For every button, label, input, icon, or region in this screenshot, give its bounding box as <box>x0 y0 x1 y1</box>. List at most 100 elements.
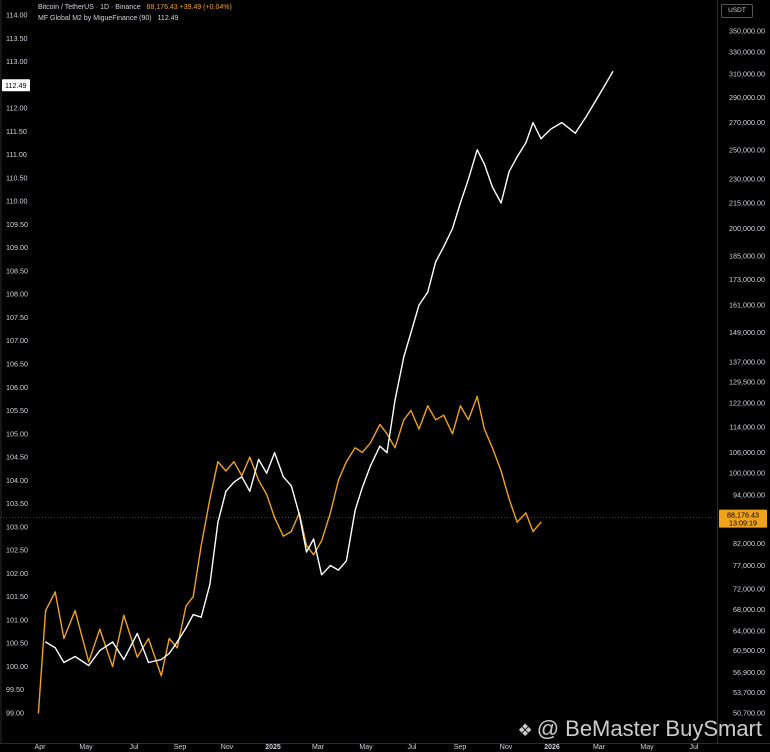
right-tick-label: 310,000.00 <box>729 69 765 78</box>
m2-point <box>516 521 518 523</box>
left-tick-label: 99.00 <box>6 709 24 718</box>
btc-point <box>386 452 388 454</box>
x-tick-label: Mar <box>312 744 325 751</box>
m2-value-badge <box>2 79 30 92</box>
btc-point <box>476 149 478 151</box>
m2-point <box>266 493 268 495</box>
btc-point <box>532 122 534 124</box>
right-tick-label: 215,000.00 <box>729 199 765 208</box>
m2-point <box>37 712 40 714</box>
btc-point <box>209 583 211 585</box>
btc-point <box>516 156 518 158</box>
btc-point <box>561 122 563 124</box>
btc-point <box>435 261 437 263</box>
left-tick-label: 109.00 <box>6 243 28 252</box>
right-tick-label: 350,000.00 <box>729 27 765 36</box>
m2-point <box>483 428 485 430</box>
btc-point <box>45 641 47 643</box>
btc-point <box>403 356 405 358</box>
m2-point <box>394 447 396 449</box>
left-tick-label: 114.00 <box>6 11 27 20</box>
m2-point <box>63 637 65 640</box>
right-tick-label: 149,000.00 <box>729 328 765 337</box>
btc-point <box>361 487 363 489</box>
symbol-title[interactable]: Bitcoin / TetherUS · 1D · Binance <box>38 4 141 11</box>
btc-line <box>45 71 614 667</box>
m2-point <box>532 530 534 533</box>
btc-point <box>225 490 227 492</box>
btc-point <box>305 551 308 553</box>
m2-point <box>209 498 211 500</box>
m2-point <box>386 433 388 435</box>
btc-point <box>525 142 527 144</box>
btc-point <box>233 481 235 483</box>
x-tick-label: Sep <box>454 744 467 751</box>
left-tick-label: 112.00 <box>6 104 27 113</box>
m2-point <box>200 544 202 547</box>
btc-point <box>491 186 493 188</box>
m2-point <box>540 521 542 523</box>
x-tick-label: 2026 <box>544 744 560 751</box>
left-tick-label: 103.00 <box>6 522 28 531</box>
x-tick-label: 2025 <box>265 744 281 751</box>
m2-point <box>403 419 405 421</box>
right-tick-label: 100,000.00 <box>729 469 765 478</box>
m2-series <box>37 395 542 714</box>
right-tick-label: 114,000.00 <box>730 422 765 431</box>
time-axis[interactable]: Apr May Jul Sep Nov 2025 Mar May Jul Sep Nov 2026 Ma… <box>35 744 699 751</box>
diamond-logo-icon: ❖ <box>517 721 533 740</box>
btc-point <box>354 509 356 511</box>
right-tick-label: 137,000.00 <box>729 358 765 367</box>
m2-point <box>321 540 323 542</box>
m2-point <box>379 423 381 426</box>
right-axis[interactable]: 350,000.00 330,000.00 310,000.00 290,000.00… <box>729 27 765 718</box>
price-badge-countdown: 13:09:19 <box>729 519 757 528</box>
right-tick-label: 161,000.00 <box>729 301 765 310</box>
left-tick-label: 111.50 <box>6 127 27 136</box>
m2-point <box>99 628 101 630</box>
btc-point <box>459 202 461 204</box>
left-tick-label: 104.50 <box>6 453 28 462</box>
btc-point <box>313 538 315 540</box>
left-tick-label: 100.00 <box>6 662 28 671</box>
btc-point <box>99 650 101 652</box>
watermark-text: @ BeMaster BuySmart <box>536 716 762 741</box>
btc-point <box>136 632 138 635</box>
price-badge <box>719 509 767 528</box>
m2-point <box>192 596 194 598</box>
m2-point <box>427 405 429 407</box>
left-tick-label: 110.00 <box>6 197 27 206</box>
left-tick-label: 105.50 <box>6 406 28 415</box>
btc-point <box>508 171 510 173</box>
left-tick-label: 99.50 <box>6 685 24 694</box>
btc-point <box>290 485 292 487</box>
btc-point <box>249 490 251 492</box>
right-tick-label: 53,700.00 <box>733 688 765 697</box>
btc-point <box>379 445 381 447</box>
m2-point <box>274 517 276 519</box>
btc-point <box>585 115 588 117</box>
right-tick-label: 77,000.00 <box>733 561 765 570</box>
btc-point <box>410 331 412 334</box>
btc-point <box>467 178 469 180</box>
x-tick-label: Jul <box>130 744 139 751</box>
btc-point <box>160 658 162 661</box>
indicator-title[interactable]: MF Global M2 by MigueFinance (90) <box>38 15 152 22</box>
right-tick-label: 82,000.00 <box>733 539 765 548</box>
btc-point <box>63 661 65 664</box>
currency-button[interactable]: USDT <box>721 4 753 18</box>
m2-point <box>500 470 502 472</box>
left-tick-label: 105.00 <box>6 429 28 438</box>
m2-point <box>418 428 420 430</box>
price-info: 88,176.43 +39.49 (+0.04%) <box>146 4 232 11</box>
btc-point <box>483 163 485 165</box>
x-tick-label: May <box>640 744 654 751</box>
m2-point <box>217 461 219 463</box>
left-tick-label: 104.00 <box>6 476 28 485</box>
m2-point <box>491 447 493 449</box>
right-tick-label: 173,000.00 <box>729 275 765 284</box>
left-tick-label: 100.50 <box>6 639 28 648</box>
right-tick-label: 68,000.00 <box>733 605 765 614</box>
